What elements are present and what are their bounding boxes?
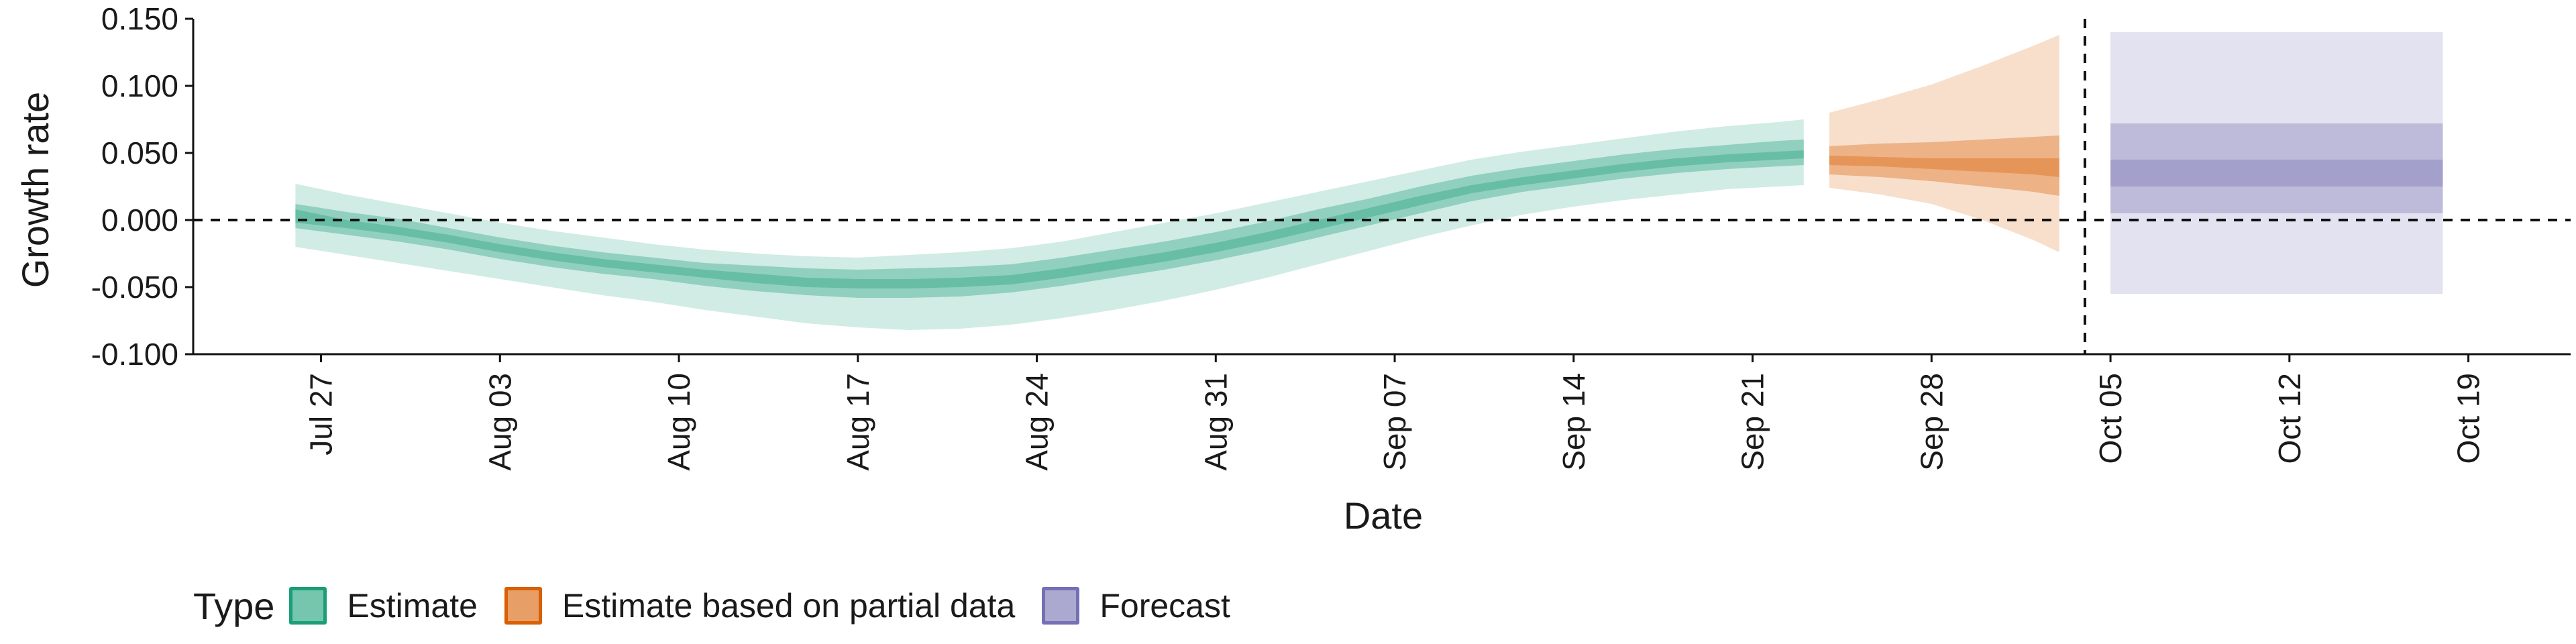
reference-lines [193,19,2571,354]
y-tick-label: -0.100 [91,337,178,372]
legend-label-estimate: Estimate [347,587,478,625]
y-tick-label: 0.000 [101,203,178,237]
legend: Type Estimate Estimate based on partial … [193,576,1257,636]
axes: -0.100 -0.050 0.000 0.050 0.100 0.150 Jul 27 Au… [91,1,2571,471]
y-tick-label: -0.050 [91,270,178,305]
x-tick-label: Aug 31 [1198,373,1233,471]
band-50-estimate [295,140,1804,298]
legend-title: Type [193,584,275,627]
band-50-estimate-based-on-partial-data [1829,136,2059,196]
band-20-estimate [295,150,1804,288]
x-tick-label: Sep 07 [1377,373,1412,471]
x-tick-label: Oct 12 [2272,373,2307,464]
band-20-forecast [2110,160,2443,186]
y-axis-title: Growth rate [14,92,56,288]
legend-key-forecast [1042,587,1080,625]
legend-label-partial-estimate: Estimate based on partial data [561,587,1016,625]
x-axis-title: Date [1344,494,1423,537]
band-90-estimate [295,119,1804,330]
x-tick-label: Aug 03 [482,373,517,471]
x-tick-label: Aug 24 [1020,373,1055,471]
x-tick-label: Sep 28 [1914,373,1949,471]
x-tick-label: Aug 10 [661,373,696,471]
legend-item-forecast: Forecast [1042,586,1230,625]
y-tick-label: 0.100 [101,68,178,103]
x-tick-label: Oct 19 [2451,373,2486,464]
x-tick-label: Oct 05 [2093,373,2128,464]
y-tick-label: 0.150 [101,1,178,36]
legend-item-partial-estimate: Estimate based on partial data [504,586,1015,625]
band-20-estimate-based-on-partial-data [1829,156,2059,177]
legend-key-partial-estimate [504,587,542,625]
legend-item-estimate: Estimate [289,586,478,625]
x-tick-label: Aug 17 [841,373,875,471]
legend-label-forecast: Forecast [1099,587,1230,625]
band-50-forecast [2110,123,2443,213]
x-tick-label: Sep 14 [1556,373,1591,471]
x-tick-label: Sep 21 [1735,373,1770,471]
x-tick-label: Jul 27 [304,373,339,455]
legend-key-estimate [289,587,327,625]
band-90-estimate-based-on-partial-data [1829,35,2059,252]
band-90-forecast [2110,32,2443,294]
uncertainty-bands [295,32,2443,330]
y-tick-label: 0.050 [101,136,178,170]
